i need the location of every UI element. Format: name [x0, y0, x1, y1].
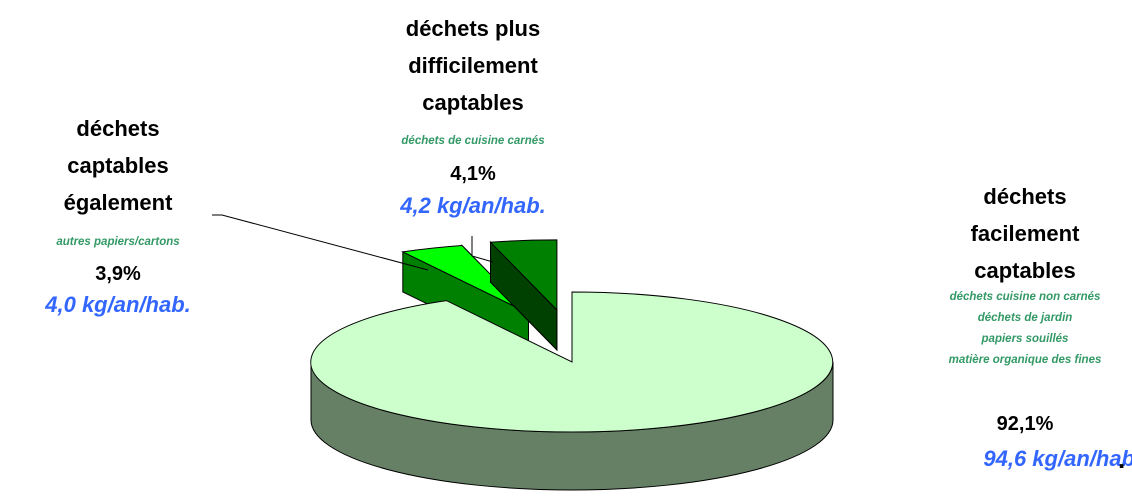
- slice-detail: déchets cuisine non carnés déchets de ja…: [948, 291, 1102, 366]
- slice-detail: déchets de cuisine carnés: [401, 135, 545, 147]
- slice-title: déchets plus difficilement captables: [405, 16, 541, 115]
- pie: [310, 239, 834, 491]
- slice: [310, 291, 834, 433]
- leader-line: [471, 236, 494, 263]
- value-label: 3,9%: [95, 263, 141, 285]
- amount-label: 4,0 kg/an/hab.: [45, 292, 191, 317]
- slice: [489, 239, 558, 312]
- trailing-mark: .: [1118, 444, 1126, 474]
- slice-title: déchets captables également: [63, 116, 173, 215]
- leader-line: [212, 214, 429, 271]
- amount-label: 94,6 kg/an/hab: [983, 446, 1132, 471]
- slice: [401, 244, 529, 314]
- slice-title: déchets facilement captables: [970, 184, 1080, 283]
- value-label: 92,1%: [996, 413, 1054, 435]
- value-label: 4,1%: [450, 163, 496, 185]
- amount-label: 4,2 kg/an/hab.: [400, 193, 546, 218]
- slice-detail: autres papiers/cartons: [56, 236, 180, 248]
